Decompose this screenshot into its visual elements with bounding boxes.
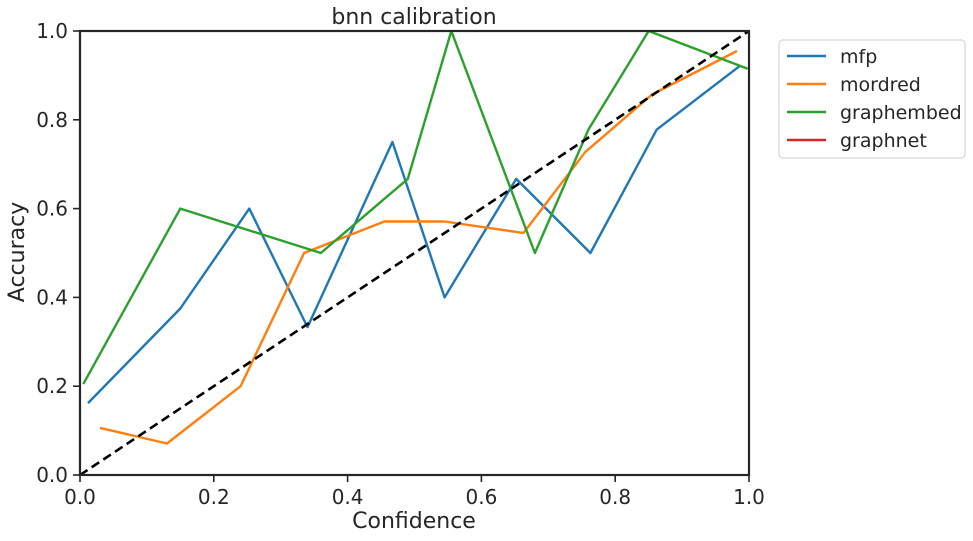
x-tick-label: 1.0 [733, 485, 765, 509]
series-line-mfp [87, 64, 742, 404]
series-line-mordred [99, 49, 738, 445]
x-axis-title: Confidence [352, 509, 476, 534]
series-lines [80, 31, 749, 475]
reference-diagonal-line [80, 31, 749, 475]
y-tick-label: 0.8 [36, 108, 68, 132]
legend-label-mfp: mfp [840, 46, 877, 68]
x-tick-label: 0.8 [599, 485, 631, 509]
y-tick-label: 0.0 [36, 463, 68, 487]
x-tick-label: 0.4 [332, 485, 364, 509]
chart-title: bnn calibration [331, 5, 496, 30]
y-axis-title: Accuracy [5, 202, 30, 302]
legend-label-graphnet: graphnet [840, 130, 927, 152]
y-tick-label: 0.4 [36, 285, 68, 309]
y-tick-label: 1.0 [36, 19, 68, 43]
x-tick-label: 0.6 [465, 485, 497, 509]
legend: mfp mordred graphembed graphnet [778, 39, 966, 159]
legend-label-graphembed: graphembed [840, 102, 962, 124]
plot-area: 0.0 0.2 0.4 0.6 0.8 1.0 0.0 0.2 0.4 0.6 0.8 1.0 [36, 19, 765, 509]
y-tick-label: 0.2 [36, 374, 68, 398]
x-tick-label: 0.0 [64, 485, 96, 509]
x-tick-label: 0.2 [198, 485, 230, 509]
series-line-graphembed [82, 31, 749, 385]
legend-label-mordred: mordred [840, 74, 921, 96]
legend-box [778, 39, 966, 159]
y-tick-label: 0.6 [36, 197, 68, 221]
plot-frame [78, 29, 751, 477]
